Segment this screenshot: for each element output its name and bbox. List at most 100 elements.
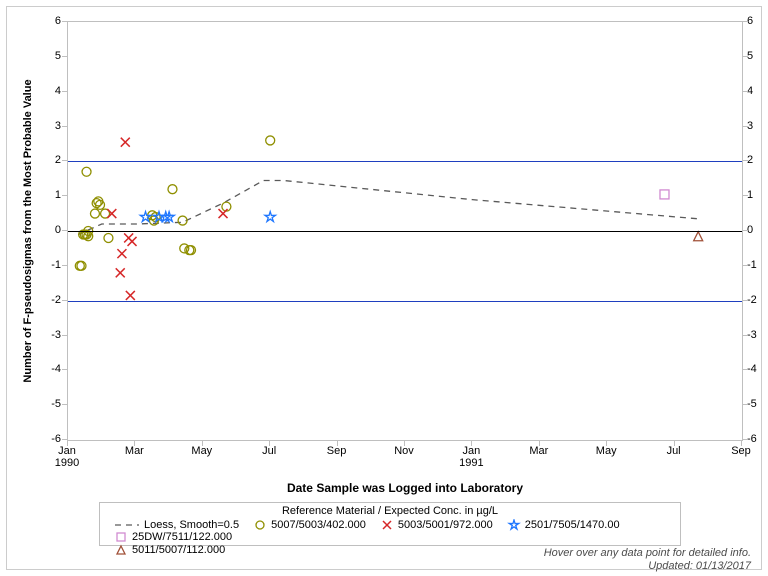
y-tick-label-left: 2: [11, 154, 61, 166]
legend-swatch: [114, 544, 128, 556]
refline: [68, 161, 742, 162]
y-tick-label-left: -2: [11, 294, 61, 306]
y-tick-label-right: 4: [747, 85, 768, 97]
legend-item-label: 5007/5003/402.000: [271, 519, 366, 531]
tick: [62, 369, 67, 370]
data-point[interactable]: [117, 249, 126, 258]
tick: [741, 441, 742, 446]
tick: [743, 439, 748, 440]
y-tick-label-right: 2: [747, 154, 768, 166]
data-point[interactable]: [82, 167, 91, 176]
data-point[interactable]: [660, 190, 669, 199]
legend-swatch: [380, 519, 394, 531]
y-tick-label-left: 5: [11, 50, 61, 62]
y-tick-label-left: 1: [11, 189, 61, 201]
legend-item-label: 5003/5001/972.000: [398, 519, 493, 531]
data-point[interactable]: [126, 291, 135, 300]
tick: [269, 441, 270, 446]
tick: [62, 404, 67, 405]
tick: [743, 369, 748, 370]
data-point[interactable]: [168, 185, 177, 194]
tick: [743, 300, 748, 301]
y-tick-label-right: -4: [747, 363, 768, 375]
legend-item[interactable]: 5007/5003/402.000: [253, 519, 366, 531]
legend: Reference Material / Expected Conc. in µ…: [99, 502, 681, 546]
y-tick-label-right: 6: [747, 15, 768, 27]
y-tick-label-left: -1: [11, 259, 61, 271]
legend-item[interactable]: 5011/5007/112.000: [114, 544, 225, 556]
tick: [62, 265, 67, 266]
x-tick-label: Jan1991: [451, 445, 491, 469]
y-tick-label-right: 0: [747, 224, 768, 236]
tick: [62, 160, 67, 161]
y-tick-label-left: 0: [11, 224, 61, 236]
x-tick-label: May: [182, 445, 222, 457]
refline: [68, 301, 742, 302]
x-tick-label: Jul: [654, 445, 694, 457]
data-point[interactable]: [694, 232, 703, 241]
x-tick-label: Nov: [384, 445, 424, 457]
legend-item[interactable]: 5003/5001/972.000: [380, 519, 493, 531]
tick: [62, 335, 67, 336]
legend-swatch: [114, 531, 128, 543]
x-tick-label: Jul: [249, 445, 289, 457]
tick: [743, 160, 748, 161]
x-tick-label: Jan1990: [47, 445, 87, 469]
legend-swatch: [507, 519, 521, 531]
x-tick-label: Mar: [114, 445, 154, 457]
footer-hover-hint: Hover over any data point for detailed i…: [544, 547, 751, 559]
y-tick-label-right: -5: [747, 398, 768, 410]
y-tick-label-left: 4: [11, 85, 61, 97]
y-tick-label-left: -4: [11, 363, 61, 375]
tick: [471, 441, 472, 446]
x-tick-label: Sep: [721, 445, 761, 457]
y-tick-label-right: 5: [747, 50, 768, 62]
data-point[interactable]: [107, 209, 116, 218]
tick: [743, 21, 748, 22]
data-point[interactable]: [265, 212, 275, 222]
legend-item-label: 5011/5007/112.000: [132, 544, 225, 556]
tick: [62, 21, 67, 22]
data-point[interactable]: [104, 233, 113, 242]
tick: [539, 441, 540, 446]
tick: [743, 265, 748, 266]
data-point[interactable]: [266, 136, 275, 145]
tick: [606, 441, 607, 446]
data-point[interactable]: [121, 138, 130, 147]
tick: [743, 126, 748, 127]
y-tick-label-left: -6: [11, 433, 61, 445]
y-tick-label-right: -2: [747, 294, 768, 306]
tick: [743, 335, 748, 336]
tick: [743, 56, 748, 57]
legend-row: Loess, Smooth=0.5 5007/5003/402.000 5003/5…: [104, 519, 676, 543]
y-tick-label-left: -5: [11, 398, 61, 410]
legend-item-label: 25DW/7511/122.000: [132, 531, 232, 543]
y-tick-label-left: 6: [11, 15, 61, 27]
y-tick-label-right: 1: [747, 189, 768, 201]
x-axis-title: Date Sample was Logged into Laboratory: [67, 481, 743, 495]
tick: [743, 404, 748, 405]
chart-frame: Number of F-pseudosigmas from the Most P…: [6, 6, 762, 570]
legend-item[interactable]: Loess, Smooth=0.5: [114, 519, 239, 531]
x-tick-label: Sep: [317, 445, 357, 457]
tick: [62, 126, 67, 127]
tick: [134, 441, 135, 446]
tick: [404, 441, 405, 446]
legend-title: Reference Material / Expected Conc. in µ…: [104, 505, 676, 517]
refline: [68, 231, 742, 232]
y-tick-label-left: -3: [11, 329, 61, 341]
tick: [62, 439, 67, 440]
legend-item[interactable]: 25DW/7511/122.000: [114, 531, 232, 543]
tick: [743, 230, 748, 231]
y-tick-label-left: 3: [11, 120, 61, 132]
footer-updated: Updated: 01/13/2017: [648, 560, 751, 572]
y-tick-label-right: -3: [747, 329, 768, 341]
tick: [743, 91, 748, 92]
data-point[interactable]: [90, 209, 99, 218]
legend-item-label: 2501/7505/1470.00: [525, 519, 620, 531]
legend-item[interactable]: 2501/7505/1470.00: [507, 519, 620, 531]
data-point[interactable]: [128, 237, 137, 246]
tick: [62, 195, 67, 196]
tick: [62, 300, 67, 301]
data-point[interactable]: [116, 268, 125, 277]
